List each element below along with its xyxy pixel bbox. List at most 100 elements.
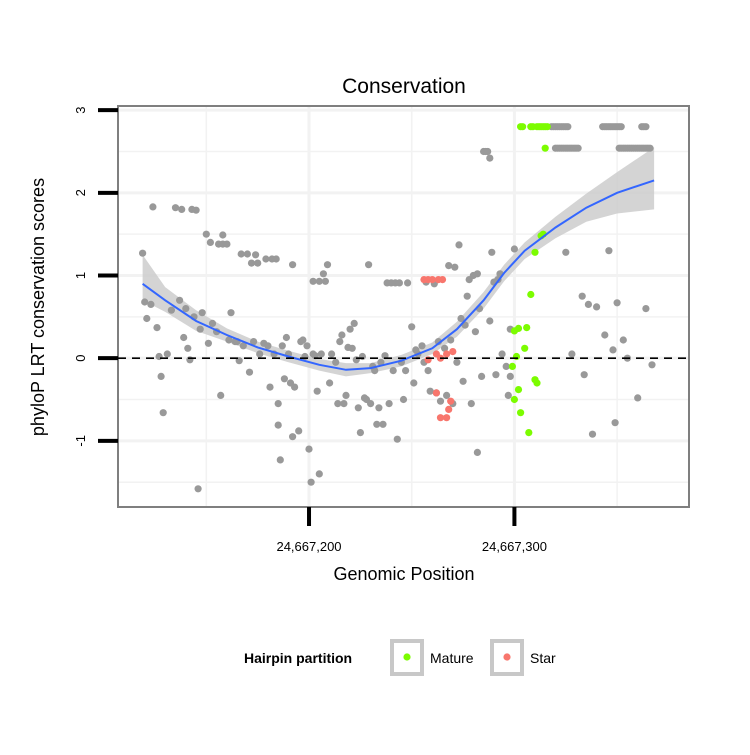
data-point xyxy=(192,206,200,214)
data-point xyxy=(443,391,451,399)
data-point xyxy=(648,361,656,369)
data-point xyxy=(194,485,202,493)
data-point xyxy=(264,342,272,350)
data-point-mature xyxy=(519,123,527,131)
data-point xyxy=(426,387,434,395)
data-point xyxy=(278,342,286,350)
data-point xyxy=(436,397,445,405)
data-point xyxy=(219,231,227,239)
legend-swatch-mature xyxy=(403,653,411,661)
data-point-mature xyxy=(508,362,516,370)
data-point xyxy=(642,123,650,131)
legend-title: Hairpin partition xyxy=(244,650,352,666)
data-point-mature xyxy=(531,248,539,256)
data-point xyxy=(334,400,342,408)
data-point xyxy=(301,352,309,361)
data-point xyxy=(510,245,518,253)
y-tick-label: 1 xyxy=(73,272,88,279)
data-point xyxy=(609,346,617,354)
data-point-mature xyxy=(512,352,521,361)
data-point xyxy=(377,358,385,366)
data-point xyxy=(184,344,192,352)
data-point xyxy=(646,144,654,152)
data-point-star xyxy=(436,414,445,422)
data-point xyxy=(564,123,572,131)
panel-border xyxy=(117,105,690,508)
data-point xyxy=(373,420,381,428)
data-point xyxy=(315,470,323,478)
data-point-mature xyxy=(533,379,541,387)
data-point-mature xyxy=(543,123,551,131)
data-point xyxy=(223,240,231,248)
data-point xyxy=(441,344,449,352)
data-point xyxy=(206,238,214,246)
data-point xyxy=(149,203,157,211)
y-tick-label: 2 xyxy=(73,189,88,196)
data-point xyxy=(467,400,475,408)
data-point xyxy=(237,250,245,258)
data-point xyxy=(605,247,613,255)
data-point xyxy=(323,261,332,269)
data-point xyxy=(167,306,175,314)
data-point-star xyxy=(443,350,451,358)
data-point xyxy=(317,350,325,358)
data-point-star xyxy=(424,356,432,364)
data-point-star xyxy=(428,276,436,284)
data-point xyxy=(578,292,586,300)
data-point xyxy=(202,230,210,238)
data-point xyxy=(180,333,188,342)
data-point xyxy=(256,350,264,358)
data-point xyxy=(204,339,212,347)
data-point xyxy=(424,367,432,375)
data-point xyxy=(502,362,510,370)
data-point xyxy=(141,298,149,306)
data-point xyxy=(274,421,282,429)
data-point-mature xyxy=(521,344,529,352)
data-point xyxy=(356,429,364,437)
data-point xyxy=(272,255,280,263)
data-point xyxy=(342,391,350,399)
data-point xyxy=(613,299,621,307)
data-point xyxy=(340,400,348,408)
data-point xyxy=(457,314,465,323)
data-point xyxy=(486,154,494,162)
data-point xyxy=(459,377,467,385)
data-point xyxy=(295,427,303,435)
data-point xyxy=(506,372,514,380)
trend-line xyxy=(142,179,655,371)
data-point xyxy=(365,261,373,269)
data-point xyxy=(182,305,190,313)
data-point-star xyxy=(449,348,457,356)
data-point xyxy=(217,391,225,399)
data-point xyxy=(159,409,167,417)
data-point xyxy=(305,445,313,453)
data-point xyxy=(619,336,627,344)
data-point-mature xyxy=(514,324,523,332)
data-point xyxy=(584,300,593,308)
data-point xyxy=(601,331,609,339)
data-point xyxy=(291,383,299,391)
data-point xyxy=(367,400,375,408)
data-point xyxy=(393,435,401,443)
data-point xyxy=(375,404,383,412)
data-point xyxy=(143,314,151,323)
x-tick-label: 24,667,300 xyxy=(482,539,547,554)
data-point xyxy=(225,336,233,344)
data-point xyxy=(178,205,186,213)
y-tick-label: 3 xyxy=(73,107,88,114)
data-point xyxy=(488,248,496,256)
data-point xyxy=(471,328,479,336)
data-point xyxy=(371,367,379,375)
data-point xyxy=(254,259,262,267)
data-point xyxy=(196,325,204,333)
data-point xyxy=(247,259,256,267)
data-point xyxy=(289,261,297,269)
data-point xyxy=(243,250,251,258)
data-point xyxy=(611,419,619,427)
data-point xyxy=(157,372,165,380)
data-point xyxy=(568,350,576,358)
data-point xyxy=(338,331,346,339)
legend-swatch-star xyxy=(503,653,511,661)
y-tick-label: 0 xyxy=(73,355,88,362)
